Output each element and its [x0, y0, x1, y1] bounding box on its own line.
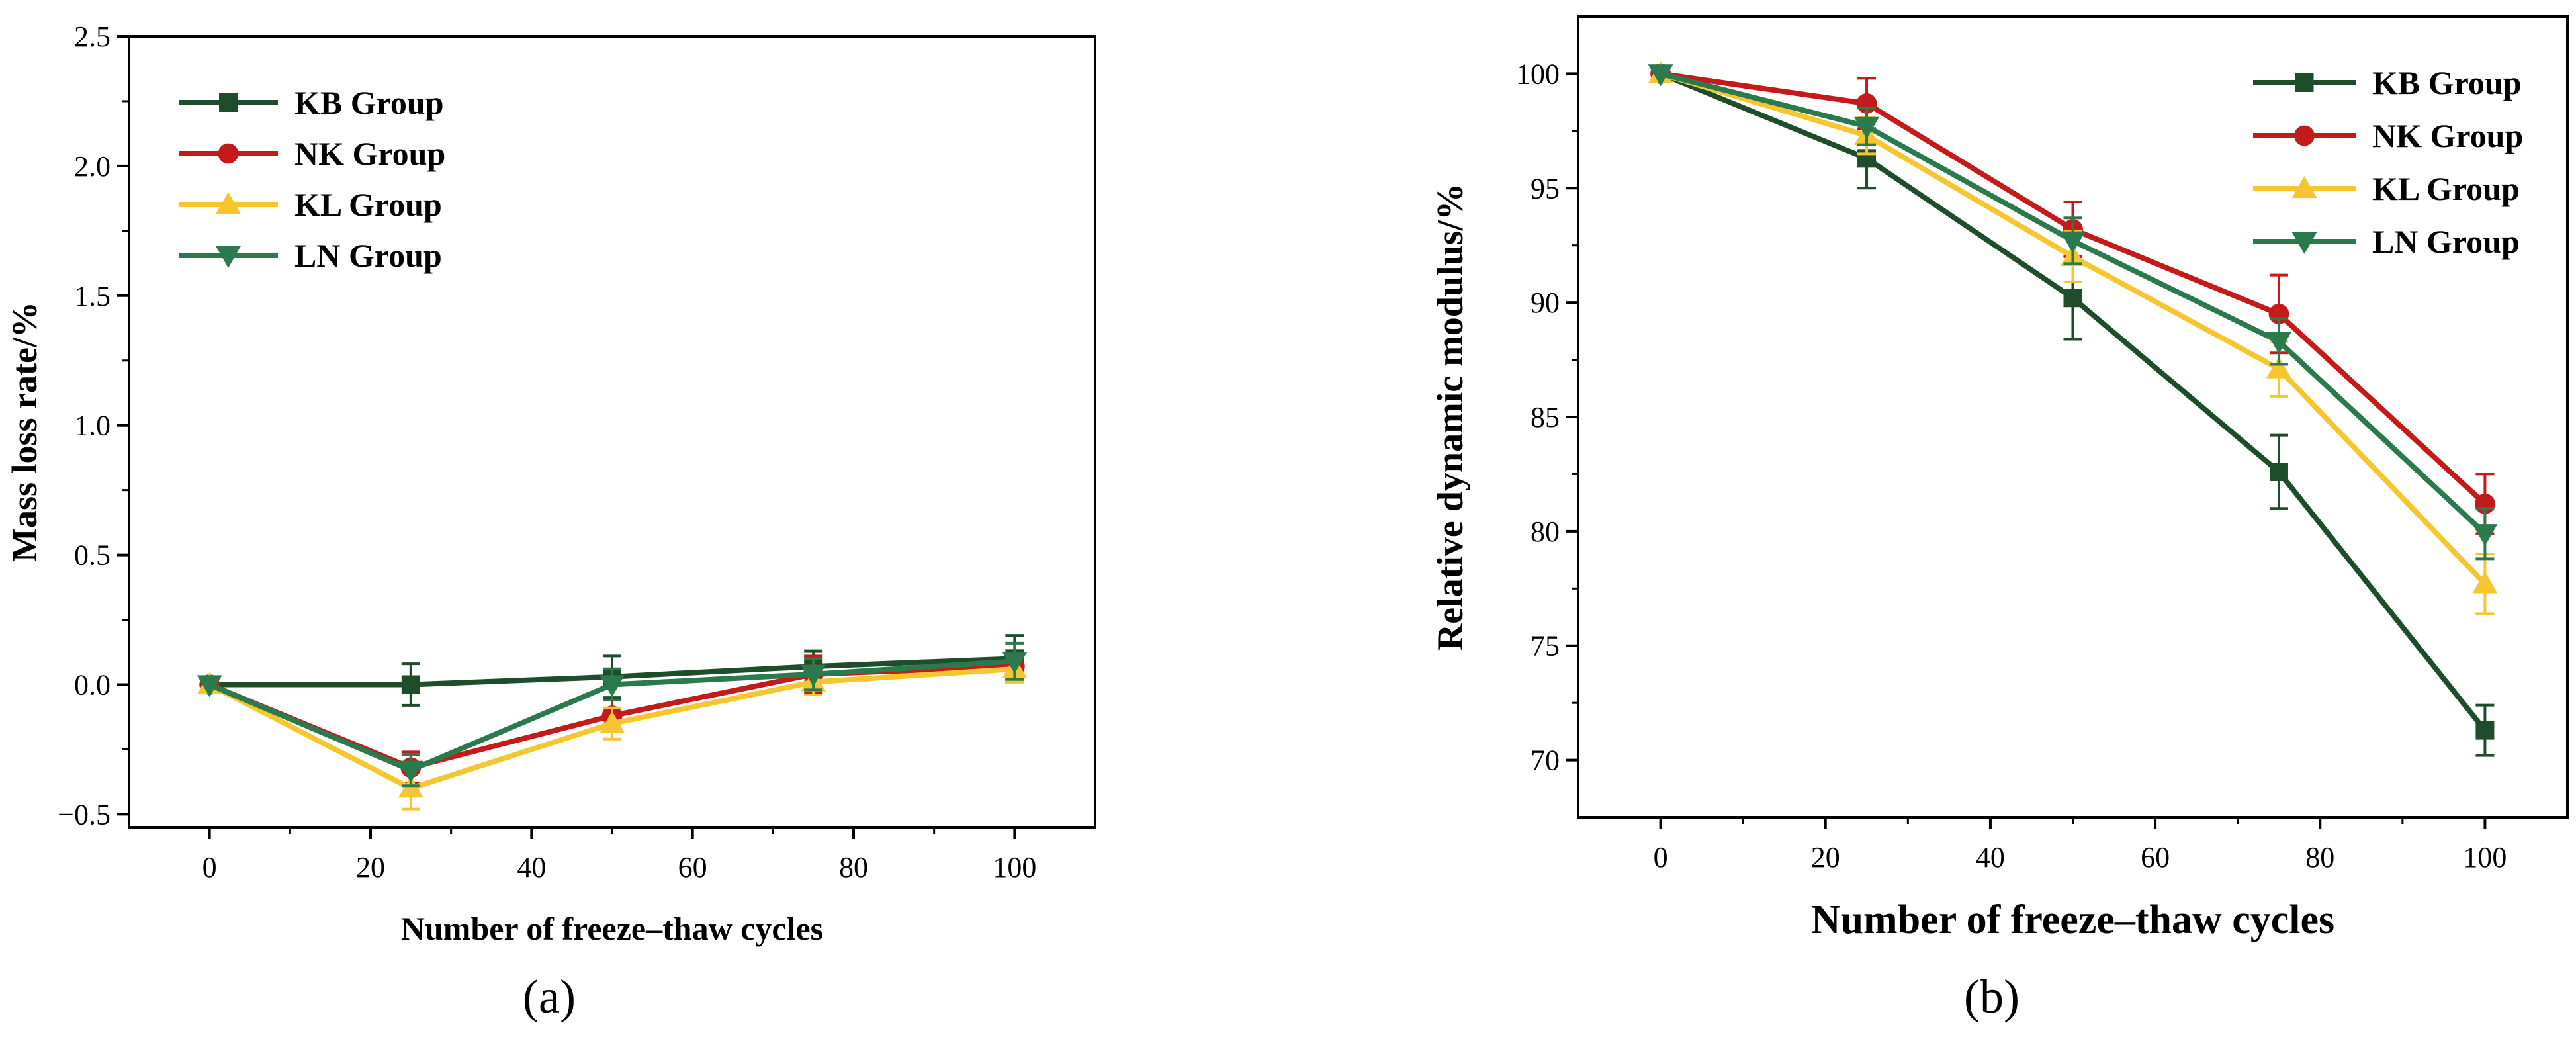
- legend-label: KL Group: [294, 186, 442, 223]
- legend-label: NK Group: [2372, 117, 2523, 154]
- series-ln-group: [1648, 64, 2498, 561]
- y-tick-label: 2.5: [74, 21, 111, 53]
- legend-label: NK Group: [294, 135, 445, 172]
- x-tick-label: 0: [1654, 841, 1668, 874]
- data-point: [2472, 524, 2498, 547]
- legend-marker: [2291, 232, 2317, 254]
- data-point: [1002, 652, 1028, 674]
- data-point: [2269, 462, 2288, 481]
- x-tick-label: 20: [1811, 841, 1840, 874]
- x-tick-label: 20: [356, 851, 385, 883]
- data-point: [401, 675, 420, 694]
- panel-label: (b): [1964, 970, 2020, 1023]
- x-tick-label: 40: [517, 851, 546, 883]
- chart-panel-1: 0 20 40 60 80 100 −0.5 0.0 0.5 1.0 1.5 2.0 2.5 Number…: [5, 21, 1096, 1023]
- legend: KB Group NK Group KL Group LN Group: [2253, 64, 2523, 260]
- y-tick-label: 80: [1531, 516, 1560, 548]
- y-tick-label: 2.0: [74, 150, 111, 183]
- y-tick-label: 100: [1516, 58, 1560, 90]
- data-point: [2472, 571, 2498, 594]
- legend-marker: [2294, 125, 2315, 146]
- x-tick-label: 60: [678, 851, 707, 883]
- x-tick-label: 40: [1976, 841, 2005, 874]
- legend-marker: [218, 143, 239, 164]
- y-tick-label: 70: [1531, 744, 1560, 777]
- y-tick-label: 85: [1531, 401, 1560, 433]
- legend-marker: [2295, 73, 2314, 92]
- legend-marker: [2291, 176, 2317, 199]
- x-tick-label: 80: [839, 851, 868, 883]
- legend-label: LN Group: [294, 237, 442, 274]
- y-tick-label: 1.0: [74, 410, 111, 442]
- series-kb-group: [1651, 64, 2495, 757]
- data-point: [801, 664, 826, 687]
- y-tick-label: 0.0: [74, 669, 111, 701]
- chart-panel-2: 0 20 40 60 80 100 70 75 80 85 90 95 100 Number of fre…: [1430, 15, 2569, 1023]
- legend-label: KB Group: [294, 84, 444, 121]
- data-point: [2266, 356, 2291, 379]
- legend-label: KB Group: [2372, 64, 2522, 101]
- y-tick-label: 75: [1531, 630, 1560, 662]
- series-ln-group: [197, 641, 1028, 788]
- series-line: [1660, 71, 2487, 733]
- x-tick-label: 60: [2141, 841, 2170, 874]
- y-tick-label: 95: [1531, 172, 1560, 204]
- data-point: [1854, 116, 1879, 139]
- data-point: [600, 675, 625, 698]
- legend-label: LN Group: [2372, 223, 2520, 260]
- legend-marker: [216, 192, 241, 214]
- y-tick-label: 1.5: [74, 280, 111, 312]
- legend: KB Group NK Group KL Group LN Group: [179, 84, 445, 274]
- x-tick-label: 100: [993, 851, 1036, 883]
- y-tick-label: 90: [1531, 287, 1560, 319]
- data-point: [2060, 231, 2086, 253]
- x-tick-label: 0: [202, 851, 217, 883]
- data-point: [2063, 289, 2082, 308]
- legend-marker: [219, 93, 238, 112]
- data-point: [600, 711, 625, 733]
- y-tick-label: −0.5: [58, 798, 111, 831]
- y-axis-title: Relative dynamic modulus/%: [1430, 183, 1471, 651]
- data-point: [2475, 721, 2495, 740]
- y-axis-title: Mass loss rate/%: [5, 302, 44, 562]
- legend-label: KL Group: [2372, 170, 2520, 207]
- data-point: [197, 675, 222, 698]
- x-axis-title: Number of freeze–thaw cycles: [1811, 897, 2334, 942]
- panel-label: (a): [523, 970, 576, 1023]
- data-point: [2266, 332, 2291, 354]
- y-tick-label: 0.5: [74, 539, 111, 572]
- data-point: [398, 760, 423, 783]
- x-tick-label: 80: [2305, 841, 2334, 874]
- data-point: [1648, 64, 1673, 87]
- legend-marker: [216, 246, 241, 268]
- x-tick-label: 100: [2463, 841, 2507, 874]
- x-axis-title: Number of freeze–thaw cycles: [401, 910, 823, 947]
